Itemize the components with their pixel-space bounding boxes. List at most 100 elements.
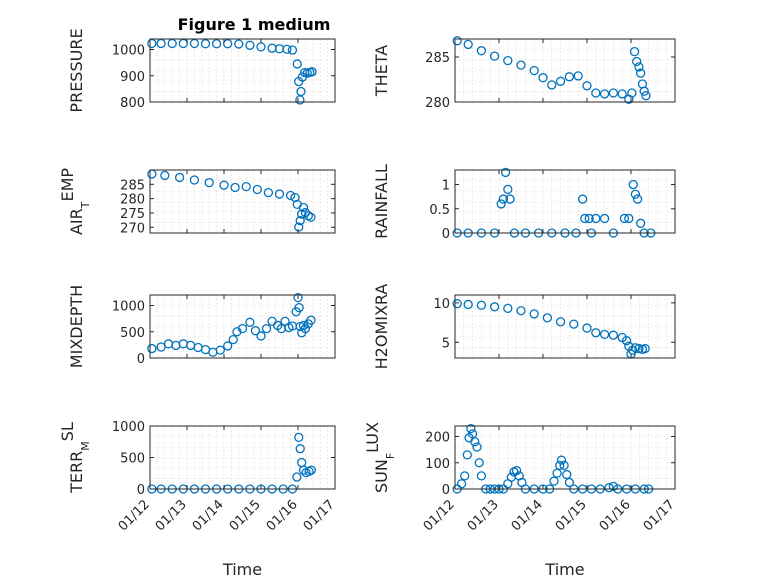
data-point [285, 190, 296, 201]
data-point [282, 44, 292, 54]
data-point [300, 208, 311, 218]
data-point [156, 38, 166, 49]
subplot-1: 800 900 1000 PRESSURE [67, 28, 336, 113]
axes-frame [149, 38, 336, 103]
data-point [261, 323, 272, 334]
y-tick-label: 500 [120, 326, 145, 341]
x-tick-label: 01/16 [264, 497, 301, 534]
data-point [256, 331, 266, 341]
data-point [555, 460, 565, 471]
y-tick-label: 0 [137, 352, 145, 367]
axes-frame [149, 169, 336, 234]
x-tick-label: 01/13 [153, 497, 190, 534]
data-point [452, 299, 462, 309]
data-point [294, 302, 304, 313]
data-point [306, 212, 316, 222]
data-point [489, 51, 500, 61]
data-point [294, 432, 304, 442]
data-point [628, 179, 638, 190]
data-point [296, 86, 306, 97]
y-tick-label: 285 [120, 178, 145, 193]
y-tick-label: 1000 [112, 44, 145, 59]
data-point [452, 36, 462, 46]
data-point [306, 315, 316, 325]
data-point [619, 213, 630, 224]
data-point [516, 306, 526, 316]
y-axis-label-subscript: T [79, 201, 92, 209]
figure-title: Figure 1 medium [178, 15, 331, 34]
data-point [160, 170, 170, 181]
x-tick-label: 01/12 [116, 497, 153, 534]
data-point [462, 450, 472, 460]
data-point [516, 60, 526, 70]
data-point [632, 56, 642, 67]
y-axis-label-main: THETA [372, 45, 391, 97]
axes-frame [454, 38, 676, 103]
data-point [503, 184, 513, 195]
data-point [580, 213, 590, 224]
y-axis-label: THETA [372, 45, 391, 97]
y-axis-label-rest: LUX [363, 422, 382, 453]
data-point [178, 339, 188, 349]
data-point [147, 38, 157, 49]
y-tick-label: 5 [442, 336, 450, 351]
data-point [577, 194, 588, 204]
data-point [584, 213, 594, 224]
data-point [505, 194, 515, 204]
data-point [215, 345, 225, 355]
data-point [511, 465, 522, 476]
data-point [503, 303, 513, 314]
y-tick-label: 0 [442, 227, 450, 242]
data-point [636, 68, 646, 78]
data-point [591, 213, 601, 224]
axes-frame [454, 425, 676, 490]
y-tick-label: 0 [137, 483, 145, 498]
data-point [304, 466, 314, 477]
subplot-4: 0 0.5 1 RAINFALL [372, 164, 676, 242]
data-point [463, 299, 473, 310]
y-tick-label: 200 [425, 431, 450, 446]
x-tick-label: 01/14 [190, 497, 227, 534]
data-point [295, 444, 305, 454]
y-axis-label-subscript: F [384, 453, 397, 459]
data-point [307, 67, 317, 77]
data-point [245, 40, 255, 50]
data-point [298, 202, 309, 213]
data-point [295, 216, 305, 226]
data-point [204, 177, 214, 188]
y-axis-label-subscript: M [79, 441, 92, 451]
data-point [529, 309, 539, 319]
y-axis-label-main: SUN [372, 459, 391, 493]
y-axis-label-main: TERR [67, 451, 86, 494]
x-axis-label: Time [544, 560, 584, 579]
x-axis-label: Time [222, 560, 262, 579]
data-point [629, 46, 640, 57]
data-point [252, 184, 262, 195]
y-axis-label-main: MIXDEPTH [67, 285, 86, 368]
x-tick-label: 01/15 [553, 497, 590, 534]
y-axis-label: TERRMSL [58, 422, 92, 494]
data-point [634, 62, 644, 72]
y-tick-label: 0.5 [429, 203, 450, 218]
data-point [147, 169, 157, 179]
data-point [476, 46, 487, 56]
data-point [245, 317, 255, 327]
data-point [228, 334, 238, 345]
data-point [456, 479, 467, 489]
y-axis-label: MIXDEPTH [67, 285, 86, 368]
data-point [498, 194, 509, 204]
data-point [559, 460, 569, 471]
data-point [274, 189, 285, 199]
data-point [599, 89, 610, 99]
y-tick-label: 1000 [112, 420, 145, 435]
data-point [599, 213, 610, 224]
subplot-8: 0 100 200 01/12 01/13 01/14 01/15 01/16 01/17 SUN… [363, 422, 678, 579]
x-tick-label: 01/16 [597, 497, 634, 534]
data-point [147, 343, 157, 354]
data-point [591, 88, 601, 98]
data-point [500, 167, 511, 178]
data-point [287, 45, 298, 55]
data-point [641, 91, 651, 101]
x-tick-label: 01/17 [301, 497, 338, 534]
